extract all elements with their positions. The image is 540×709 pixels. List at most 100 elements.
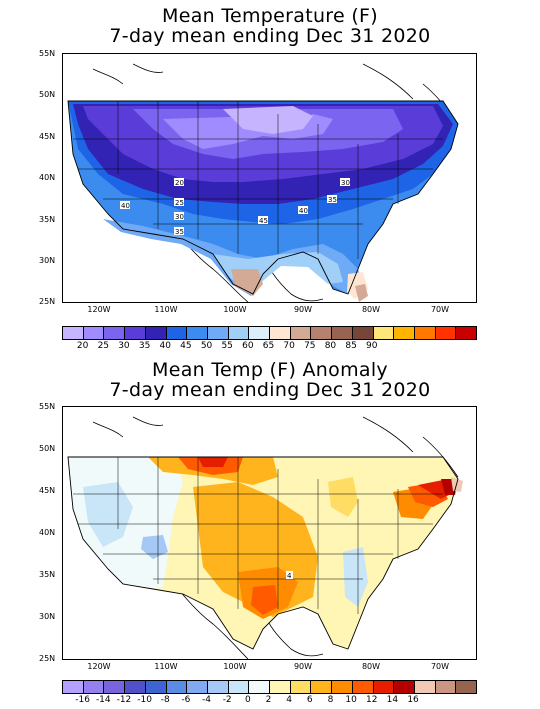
- lon-label: 70W: [430, 305, 450, 314]
- colorbar-label: 85: [345, 341, 357, 351]
- colorbar-label: 65: [262, 341, 275, 351]
- lat-label: 30N: [39, 612, 56, 621]
- top-title-line2: 7-day mean ending Dec 31 2020: [109, 25, 431, 47]
- colorbar-swatch: [332, 327, 353, 339]
- colorbar-swatch: [83, 681, 105, 693]
- colorbar-label: 10: [345, 695, 357, 705]
- colorbar-swatch: [456, 681, 477, 693]
- lat-label: 55N: [39, 402, 56, 411]
- colorbar-swatch: [290, 327, 312, 339]
- bottom-title-line1: Mean Temp (F) Anomaly: [152, 359, 388, 381]
- lat-label: 50N: [39, 444, 56, 453]
- colorbar-swatch: [290, 681, 312, 693]
- colorbar-label: 45: [180, 341, 192, 351]
- colorbar-swatch: [63, 681, 84, 693]
- colorbar-swatch: [311, 681, 333, 693]
- lon-label: 90W: [293, 305, 313, 314]
- contour-label: 45: [259, 217, 268, 225]
- lat-label: 30N: [39, 256, 56, 265]
- colorbar-swatch: [145, 327, 167, 339]
- colorbar-swatch: [332, 681, 353, 693]
- colorbar-swatch: [249, 327, 271, 339]
- contour-label: 35: [175, 228, 184, 236]
- colorbar-label: 90: [366, 341, 378, 351]
- colorbar-swatch: [456, 327, 477, 339]
- colorbar-swatch: [270, 327, 291, 339]
- lat-label: 40N: [39, 173, 56, 182]
- colorbar-swatch: [187, 327, 208, 339]
- colorbar-swatch: [228, 681, 250, 693]
- colorbar-label: 8: [327, 695, 334, 705]
- colorbar-swatch: [435, 327, 457, 339]
- colorbar-swatch: [187, 681, 208, 693]
- colorbar-swatch: [414, 681, 436, 693]
- lat-label: 45N: [39, 132, 56, 141]
- lon-label: 120W: [87, 305, 111, 314]
- colorbar-label: 6: [306, 695, 313, 705]
- colorbar-swatch: [104, 327, 126, 339]
- lon-label: 100W: [223, 662, 247, 671]
- colorbar-label: -16: [75, 695, 90, 705]
- lat-label: 50N: [39, 90, 56, 99]
- colorbar-swatch: [270, 681, 291, 693]
- colorbar-label: 16: [407, 695, 419, 705]
- lat-label: 35N: [39, 215, 56, 224]
- colorbar-label: 20: [76, 341, 89, 351]
- colorbar-label: 14: [386, 695, 399, 705]
- colorbar-swatch: [166, 327, 188, 339]
- colorbar-swatch: [394, 327, 415, 339]
- colorbar-label: 60: [242, 341, 254, 351]
- colorbar-label: 70: [283, 341, 295, 351]
- colorbar-swatch: [166, 681, 188, 693]
- colorbar-label: 50: [200, 341, 213, 351]
- colorbar-label: 30: [118, 341, 130, 351]
- contour-label: 30: [175, 213, 184, 221]
- colorbar-swatch: [207, 327, 229, 339]
- contour-label: 35: [328, 196, 337, 204]
- colorbar-label: -4: [202, 695, 212, 705]
- bottom-colorbar: [62, 680, 477, 694]
- colorbar-swatch: [145, 681, 167, 693]
- top-title-line1: Mean Temperature (F): [162, 5, 378, 27]
- colorbar-label: 4: [286, 695, 292, 705]
- colorbar-swatch: [352, 681, 374, 693]
- colorbar-swatch: [63, 327, 84, 339]
- colorbar-label: 40: [159, 341, 171, 351]
- bottom-anomaly-map: 4: [67, 416, 463, 659]
- colorbar-label: 25: [97, 341, 110, 351]
- colorbar-label: -8: [160, 695, 170, 705]
- contour-label: 40: [299, 207, 308, 215]
- colorbar-swatch: [125, 327, 146, 339]
- lon-label: 100W: [223, 305, 247, 314]
- colorbar-swatch: [207, 681, 229, 693]
- lat-label: 55N: [39, 49, 56, 58]
- colorbar-label: -12: [116, 695, 132, 705]
- bottom-map-frame: 4: [62, 406, 477, 660]
- contour-label: 40: [121, 202, 130, 210]
- top-temperature-map: 20 40 25 30 35 45 40 35 30: [67, 63, 459, 302]
- colorbar-swatch: [352, 327, 374, 339]
- colorbar-label: 0: [244, 695, 251, 705]
- top-map-frame: 20 40 25 30 35 45 40 35 30: [62, 53, 477, 303]
- lon-label: 120W: [87, 662, 111, 671]
- colorbar-swatch: [373, 681, 395, 693]
- lon-label: 90W: [293, 662, 313, 671]
- colorbar-swatch: [228, 327, 250, 339]
- colorbar-label: -10: [137, 695, 152, 705]
- colorbar-label: 75: [304, 341, 316, 351]
- colorbar-swatch: [311, 327, 333, 339]
- lat-label: 25N: [39, 297, 56, 306]
- lat-label: 45N: [39, 486, 56, 495]
- colorbar-label: -6: [181, 695, 191, 705]
- colorbar-label: 2: [265, 695, 272, 705]
- colorbar-label: 55: [221, 341, 233, 351]
- lon-label: 80W: [361, 305, 381, 314]
- contour-label: 25: [175, 199, 184, 207]
- colorbar-swatch: [125, 681, 146, 693]
- colorbar-swatch: [435, 681, 457, 693]
- colorbar-swatch: [249, 681, 271, 693]
- bottom-title-line2: 7-day mean ending Dec 31 2020: [109, 379, 431, 401]
- colorbar-swatch: [394, 681, 415, 693]
- lat-label: 35N: [39, 570, 56, 579]
- lon-label: 110W: [154, 305, 178, 314]
